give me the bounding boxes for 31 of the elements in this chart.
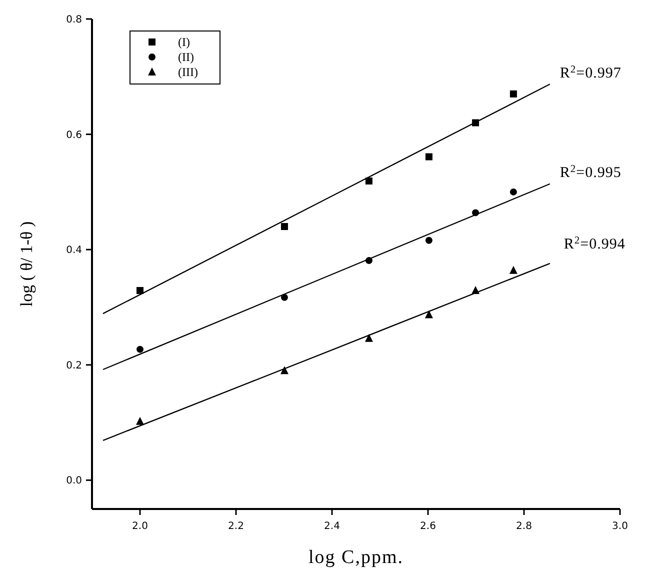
x-tick-label: 2.0 bbox=[132, 521, 148, 532]
point bbox=[280, 223, 288, 230]
x-tick-label: 3.0 bbox=[612, 521, 628, 532]
point bbox=[510, 90, 517, 98]
y-tick-label: 0.0 bbox=[66, 476, 82, 487]
annotation: R$^{2}$=0.994 bbox=[564, 235, 626, 253]
y-tick-label: 0.6 bbox=[66, 130, 82, 141]
point bbox=[364, 334, 373, 342]
point bbox=[136, 287, 144, 294]
point bbox=[510, 188, 517, 196]
annotation: R$^{2}$=0.997 bbox=[560, 64, 622, 82]
point bbox=[280, 294, 288, 301]
point bbox=[509, 266, 518, 274]
y-tick-label: 0.2 bbox=[66, 360, 82, 372]
x-axis-title: log C,ppm. bbox=[308, 547, 404, 568]
point bbox=[425, 236, 432, 244]
legend-label: (I) bbox=[178, 35, 190, 50]
y-axis-title: log ( θ/ 1-θ ) bbox=[17, 221, 36, 307]
point bbox=[425, 153, 432, 160]
point bbox=[136, 346, 144, 353]
x-tick-label: 2.2 bbox=[228, 521, 244, 532]
legend-label: (II) bbox=[178, 50, 194, 64]
point bbox=[365, 177, 372, 184]
x-tick-label: 2.4 bbox=[324, 521, 340, 532]
legend-label: (III) bbox=[178, 65, 198, 80]
annotation: R$^{2}$=0.995 bbox=[560, 164, 622, 182]
x-tick-label: 2.8 bbox=[516, 521, 532, 532]
x-tick-label: 2.6 bbox=[420, 521, 436, 532]
y-tick-label: 0.4 bbox=[66, 245, 82, 256]
y-tick-label: 0.8 bbox=[66, 14, 82, 26]
point bbox=[136, 416, 144, 425]
